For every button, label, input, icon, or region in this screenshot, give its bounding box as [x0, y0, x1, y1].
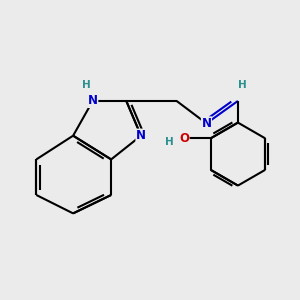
Text: N: N — [201, 117, 212, 130]
Text: N: N — [136, 129, 146, 142]
Text: O: O — [179, 132, 189, 145]
Text: H: H — [165, 137, 173, 147]
Text: N: N — [88, 94, 98, 107]
Text: H: H — [238, 80, 246, 90]
Text: H: H — [82, 80, 91, 90]
